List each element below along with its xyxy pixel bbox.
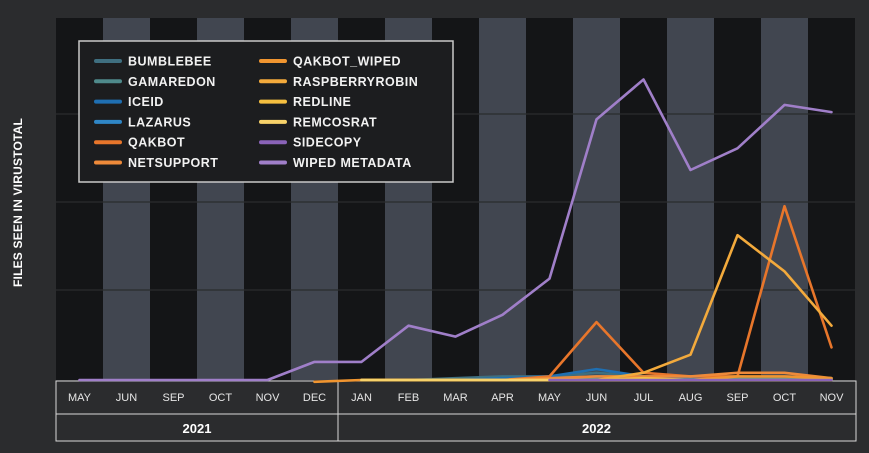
legend-label: NETSUPPORT bbox=[128, 156, 218, 170]
x-tick-label: JUL bbox=[634, 392, 654, 404]
legend-label: WIPED METADATA bbox=[293, 156, 412, 170]
legend-label: QAKBOT bbox=[128, 136, 185, 150]
column-band bbox=[620, 18, 667, 380]
legend-label: GAMAREDON bbox=[128, 75, 216, 89]
legend: BUMBLEBEE GAMAREDON ICEID LAZARUS QAKBOT NETS… bbox=[78, 40, 454, 183]
column-band bbox=[573, 18, 620, 380]
legend-label: ICEID bbox=[128, 95, 164, 109]
legend-box bbox=[78, 40, 454, 183]
legend-label: QAKBOT_WIPED bbox=[293, 55, 401, 69]
x-tick-label: NOV bbox=[820, 392, 845, 404]
y-axis-label: FILES SEEN IN VIRUSTOTAL bbox=[11, 117, 25, 287]
x-tick-label: SEP bbox=[726, 392, 748, 404]
column-band bbox=[667, 18, 714, 380]
x-tick-label: MAY bbox=[68, 392, 92, 404]
series-lines bbox=[78, 78, 833, 384]
legend-label: BUMBLEBEE bbox=[128, 55, 212, 69]
legend-label: REMCOSRAT bbox=[293, 115, 377, 129]
x-tick-label: JUN bbox=[586, 392, 607, 404]
x-tick-label: SEP bbox=[162, 392, 184, 404]
x-axis-area: MAY JUN SEP OCT NOV DEC JAN FEB MAR APR MAY JUN JUL A… bbox=[55, 380, 857, 442]
column-band bbox=[479, 18, 526, 380]
x-tick-label: MAY bbox=[538, 392, 562, 404]
legend-label: RASPBERRYROBIN bbox=[293, 75, 418, 89]
x-tick-label: APR bbox=[491, 392, 514, 404]
column-band bbox=[808, 18, 855, 380]
x-axis-frame bbox=[55, 380, 857, 442]
column-band bbox=[526, 18, 573, 380]
legend-label: SIDECOPY bbox=[293, 136, 362, 150]
x-tick-label: FEB bbox=[398, 392, 419, 404]
x-tick-label: NOV bbox=[256, 392, 281, 404]
series-line bbox=[78, 78, 833, 382]
x-tick-label: JAN bbox=[351, 392, 372, 404]
column-band bbox=[714, 18, 761, 380]
x-tick-label: AUG bbox=[679, 392, 703, 404]
x-tick-label: OCT bbox=[209, 392, 233, 404]
x-tick-label: MAR bbox=[443, 392, 468, 404]
x-tick-label: OCT bbox=[773, 392, 797, 404]
year-label: 2021 bbox=[183, 421, 212, 436]
x-tick-label: JUN bbox=[116, 392, 137, 404]
legend-label: LAZARUS bbox=[128, 115, 191, 129]
year-label: 2022 bbox=[582, 421, 611, 436]
x-tick-label: DEC bbox=[303, 392, 326, 404]
legend-label: REDLINE bbox=[293, 95, 351, 109]
column-band bbox=[761, 18, 808, 380]
